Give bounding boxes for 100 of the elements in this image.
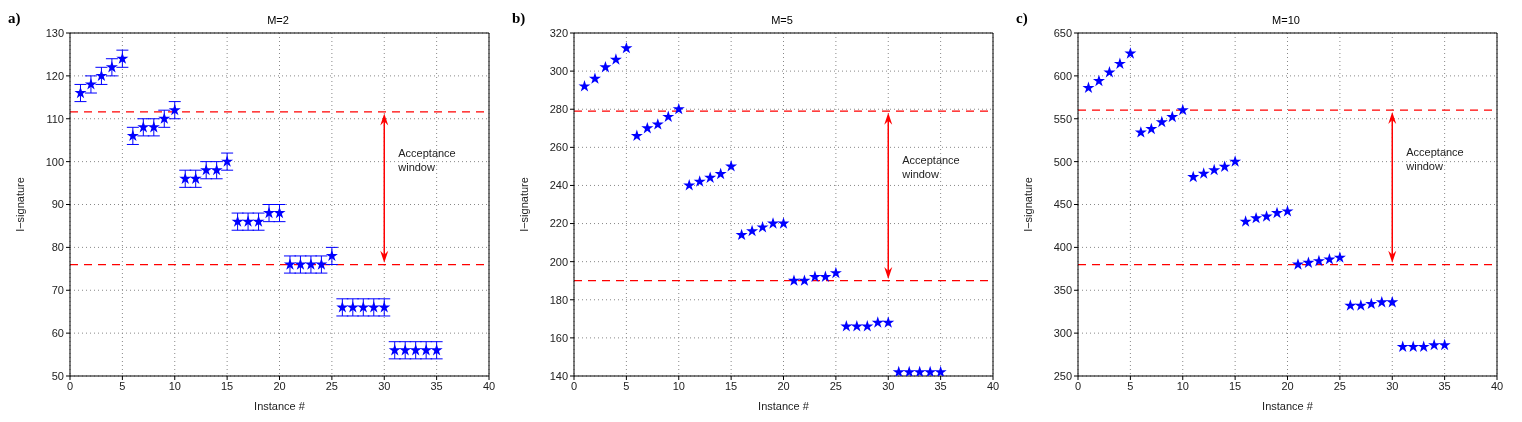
y-tick-label: 240 <box>549 179 568 192</box>
y-tick-label: 80 <box>51 241 64 254</box>
y-tick-label: 50 <box>51 369 64 382</box>
y-tick-label: 600 <box>1053 69 1072 82</box>
point <box>882 316 895 328</box>
point <box>892 365 905 376</box>
y-tick-label: 400 <box>1053 241 1072 254</box>
point <box>777 217 790 229</box>
point <box>1145 122 1158 135</box>
point <box>651 118 664 130</box>
point <box>1103 66 1116 78</box>
point <box>1323 253 1336 265</box>
point <box>756 221 769 233</box>
x-tick-label: 15 <box>221 379 234 392</box>
chart-title: M=10 <box>1271 14 1301 26</box>
point <box>662 110 675 122</box>
y-axis-title: I−signature <box>517 177 530 232</box>
point <box>903 365 916 376</box>
point <box>808 270 821 283</box>
y-tick-label: 260 <box>549 141 568 154</box>
point <box>746 224 759 237</box>
y-tick-label: 280 <box>549 103 568 116</box>
point <box>1208 163 1221 176</box>
x-tick-label: 10 <box>1176 379 1189 392</box>
point <box>1386 295 1399 308</box>
point <box>1281 205 1294 217</box>
y-tick-label: 130 <box>45 26 64 39</box>
point <box>1396 340 1409 352</box>
x-tick-label: 40 <box>482 379 496 392</box>
point <box>1082 81 1095 93</box>
point <box>105 60 118 73</box>
point <box>1134 126 1147 138</box>
point <box>798 274 811 286</box>
x-tick-label: 30 <box>1386 379 1399 392</box>
text: a) <box>8 10 21 27</box>
x-tick-label: 40 <box>1490 379 1504 392</box>
y-tick-label: 180 <box>549 293 568 306</box>
y-tick-label: 300 <box>549 65 568 78</box>
point <box>714 167 727 180</box>
point <box>599 60 612 73</box>
point <box>578 80 591 92</box>
text: b) <box>512 10 526 27</box>
y-axis-title: I−signature <box>1021 177 1034 232</box>
point <box>221 155 234 167</box>
y-tick-label: 320 <box>549 26 568 39</box>
point <box>84 78 97 90</box>
point <box>819 270 832 283</box>
point <box>1197 167 1210 179</box>
y-tick-label: 220 <box>549 217 568 230</box>
point <box>588 72 601 84</box>
point <box>168 103 181 116</box>
annotation: Acceptance window <box>901 154 960 181</box>
point <box>116 52 129 64</box>
y-tick-label: 550 <box>1053 112 1072 125</box>
x-tick-label: 15 <box>1229 379 1242 392</box>
x-tick-label: 0 <box>1074 379 1082 392</box>
point <box>1155 115 1168 128</box>
point <box>620 41 633 54</box>
point <box>934 365 947 376</box>
x-tick-label: 20 <box>1281 379 1294 392</box>
x-axis-title: Instance # <box>1262 400 1314 412</box>
point <box>871 316 884 328</box>
point <box>861 320 874 332</box>
y-tick-label: 500 <box>1053 155 1072 168</box>
point <box>1166 110 1179 123</box>
point <box>630 129 643 142</box>
y-tick-label: 140 <box>549 369 568 382</box>
point <box>850 320 863 332</box>
point <box>1239 215 1252 227</box>
point <box>1092 74 1105 87</box>
point <box>704 171 717 183</box>
chart-title: M=5 <box>770 14 794 26</box>
point <box>840 320 853 332</box>
point <box>1113 57 1126 69</box>
y-axis-title: I−signature <box>13 177 26 232</box>
y-tick-label: 100 <box>45 155 64 168</box>
annotation: Acceptance window <box>397 146 456 173</box>
point <box>829 266 842 279</box>
point <box>693 175 706 187</box>
point <box>1428 338 1441 351</box>
x-axis-title: Instance # <box>758 400 810 412</box>
x-tick-label: 40 <box>986 379 1000 392</box>
x-tick-label: 15 <box>725 379 738 392</box>
point <box>1333 251 1346 263</box>
y-tick-label: 160 <box>549 331 568 344</box>
text: c) <box>1016 10 1028 27</box>
point <box>672 102 685 115</box>
point <box>913 365 926 376</box>
y-tick-label: 250 <box>1053 369 1072 382</box>
y-tick-label: 60 <box>51 327 64 340</box>
point <box>1218 160 1231 172</box>
x-tick-label: 35 <box>934 379 947 392</box>
x-tick-label: 25 <box>325 379 338 392</box>
annotation: Acceptance window <box>1405 145 1464 172</box>
point <box>924 365 937 376</box>
point <box>1176 103 1189 116</box>
point <box>1124 47 1137 59</box>
x-tick-label: 10 <box>168 379 181 392</box>
point <box>1365 297 1378 310</box>
x-tick-label: 5 <box>1127 379 1134 392</box>
